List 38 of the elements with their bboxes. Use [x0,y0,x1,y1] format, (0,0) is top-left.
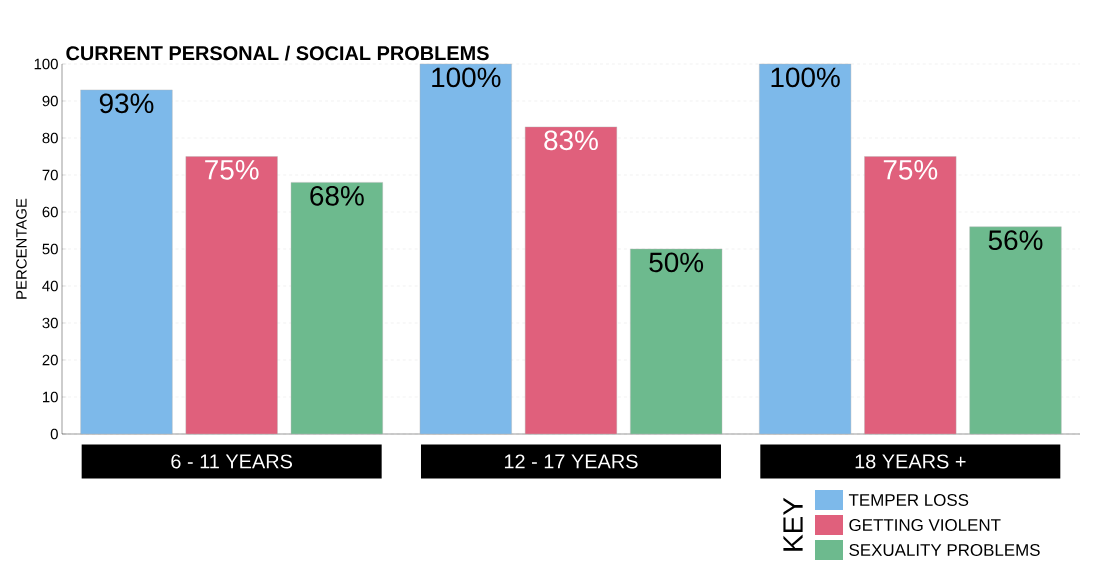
y-tick-label: 80 [42,132,58,144]
y-axis-title: PERCENTAGE [16,198,27,299]
legend-label: GETTING VIOLENT [849,519,1001,531]
bar [864,156,957,435]
y-tick-label: 40 [42,280,58,292]
y-tick-label: 20 [42,354,58,366]
bar [185,156,278,435]
legend-title: KEY [783,497,803,551]
legend-label: TEMPER LOSS [848,494,969,506]
bar [419,63,512,435]
data-label: 83% [544,130,598,151]
data-label: 50% [649,252,704,273]
data-label: 100% [432,67,501,88]
y-tick-label: 100 [34,58,58,70]
data-label: 75% [205,160,259,180]
bar [969,226,1062,435]
x-tick-label: 12 - 17 YEARS [504,454,638,469]
chart-title: CURRENT PERSONAL / SOCIAL PROBLEMS [66,45,489,61]
data-label: 56% [988,230,1043,251]
y-tick-label: 90 [42,95,58,107]
y-tick-label: 30 [42,317,58,329]
y-tick-label: 10 [43,391,58,403]
legend-label: SEXUALITY PROBLEMS [849,544,1040,556]
y-tick-label: 50 [42,243,58,255]
x-tick-label: 18 YEARS + [855,454,966,469]
x-tick-label: 6 - 11 YEARS [171,454,293,469]
data-label: 75% [883,160,938,180]
bar [630,248,723,435]
data-label: 100% [771,67,840,88]
data-label: 68% [310,185,364,206]
y-tick-label: 60 [42,206,58,218]
y-tick-label: 70 [42,169,58,181]
y-tick-label: 0 [50,428,58,440]
bar [524,126,617,435]
bar [80,89,173,435]
bar [290,182,383,435]
bar [759,63,852,435]
data-label: 93% [99,93,154,114]
